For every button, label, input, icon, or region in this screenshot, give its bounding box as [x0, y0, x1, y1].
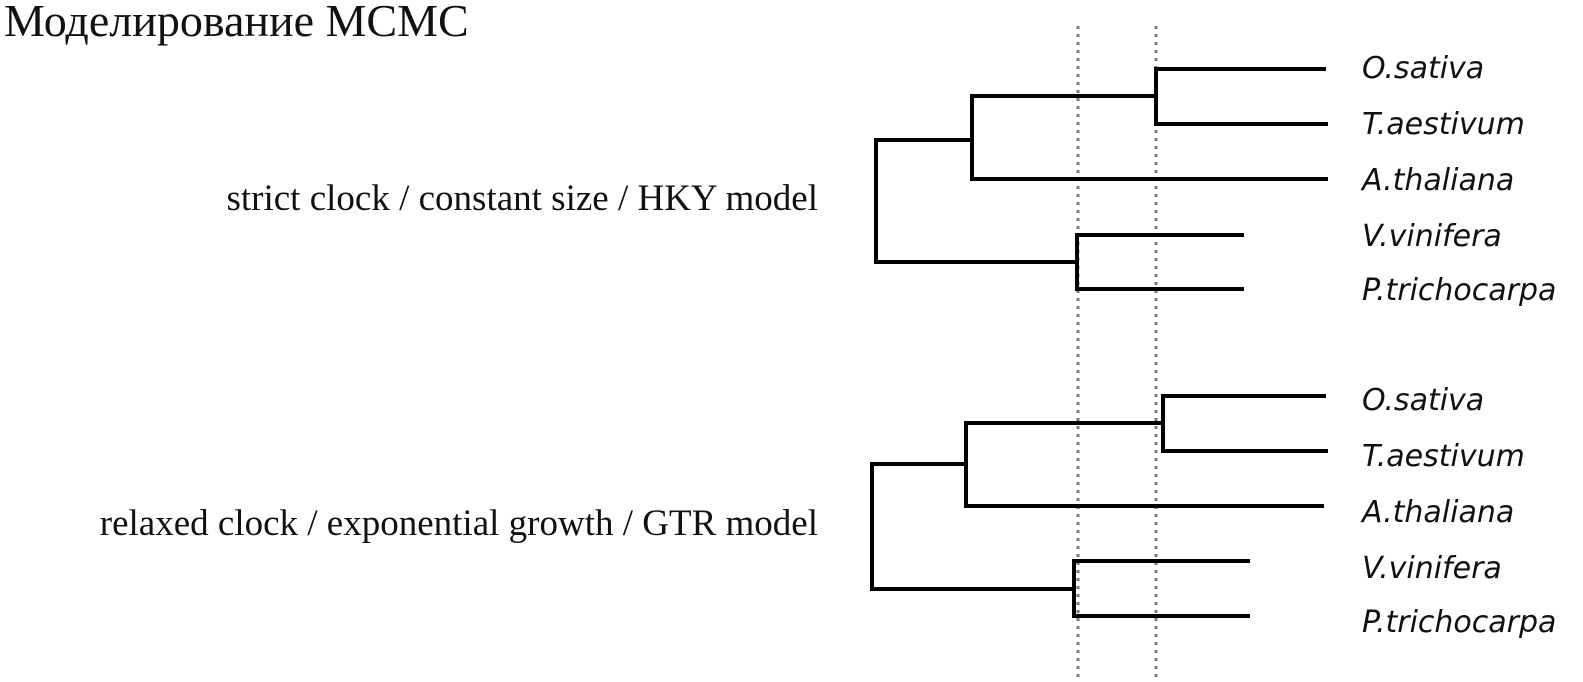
- model-label: relaxed clock / exponential growth / GTR…: [100, 503, 818, 544]
- taxon-label: A.thaliana: [1360, 163, 1514, 198]
- taxon-label: P.trichocarpa: [1362, 605, 1556, 640]
- taxon-label: V.vinifera: [1362, 551, 1502, 586]
- taxon-label: O.sativa: [1362, 51, 1484, 86]
- tree-relaxed-clock: relaxed clock / exponential growth / GTR…: [100, 383, 1557, 640]
- taxon-label: A.thaliana: [1360, 495, 1514, 530]
- taxon-label: O.sativa: [1362, 383, 1484, 418]
- tree-strict-clock: strict clock / constant size / HKY model…: [226, 51, 1556, 308]
- taxon-label: T.aestivum: [1362, 439, 1525, 474]
- taxon-label: P.trichocarpa: [1362, 273, 1556, 308]
- model-label: strict clock / constant size / HKY model: [226, 178, 818, 219]
- page-title: Моделирование MCMC: [4, 0, 469, 46]
- taxon-label: V.vinifera: [1362, 219, 1502, 254]
- taxon-label: T.aestivum: [1362, 107, 1525, 142]
